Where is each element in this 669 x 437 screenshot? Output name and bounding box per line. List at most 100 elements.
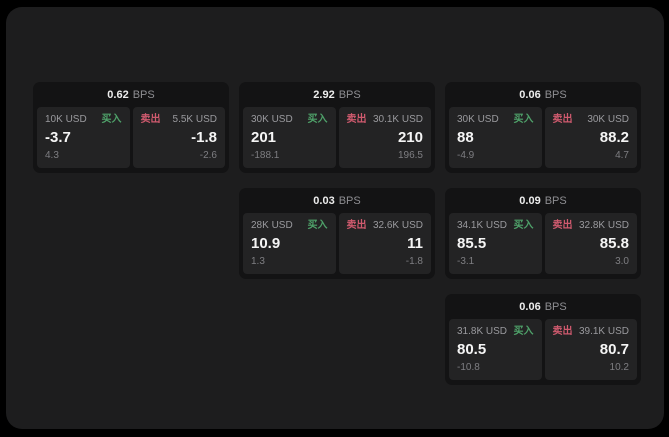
buy-sell-panels: 10K USD 买入 -3.7 4.3 卖出 5.5K USD -1.8 -2.…: [33, 107, 229, 173]
sell-price: 88.2: [599, 129, 629, 146]
buy-price: 201: [251, 129, 277, 146]
bps-suffix-label: BPS: [132, 88, 155, 101]
buy-amount: 31.8K USD: [457, 326, 508, 337]
buy-panel[interactable]: 30K USD 买入 88 -4.9: [449, 107, 542, 168]
card-header: 0.06 BPS: [445, 294, 641, 319]
bps-suffix-label: BPS: [338, 88, 361, 101]
buy-delta: -3.1: [457, 256, 475, 267]
buy-side-label: 买入: [101, 114, 122, 125]
sell-panel[interactable]: 卖出 39.1K USD 80.7 10.2: [544, 319, 637, 380]
buy-panel[interactable]: 28K USD 买入 10.9 1.3: [243, 213, 336, 274]
sell-label-row: 卖出 30K USD: [553, 114, 630, 126]
quote-card: 0.09 BPS 34.1K USD 买入 85.5 -3.1 卖出 32.8K…: [445, 188, 641, 279]
bps-value: 0.03: [313, 194, 335, 207]
buy-sell-panels: 28K USD 买入 10.9 1.3 卖出 32.6K USD 11 -1.8: [239, 213, 435, 279]
buy-side-label: 买入: [513, 326, 534, 337]
sell-delta: -1.8: [405, 256, 423, 267]
buy-panel[interactable]: 30K USD 买入 201 -188.1: [243, 107, 336, 168]
buy-amount: 30K USD: [457, 114, 499, 125]
buy-price: 85.5: [457, 235, 487, 252]
sell-delta: 196.5: [397, 150, 423, 161]
buy-side-label: 买入: [513, 114, 534, 125]
sell-side-label: 卖出: [346, 220, 367, 231]
sell-delta: -2.6: [199, 150, 217, 161]
sell-side-label: 卖出: [140, 114, 161, 125]
sell-label-row: 卖出 39.1K USD: [553, 326, 630, 338]
bps-value: 0.06: [519, 300, 541, 313]
buy-label-row: 30K USD 买入: [251, 114, 328, 126]
buy-delta: -10.8: [457, 362, 480, 373]
sell-amount: 32.6K USD: [372, 220, 423, 231]
buy-sell-panels: 31.8K USD 买入 80.5 -10.8 卖出 39.1K USD 80.…: [445, 319, 641, 385]
buy-sell-panels: 30K USD 买入 201 -188.1 卖出 30.1K USD 210 1…: [239, 107, 435, 173]
card-header: 2.92 BPS: [239, 82, 435, 107]
buy-panel[interactable]: 10K USD 买入 -3.7 4.3: [37, 107, 130, 168]
buy-price: 10.9: [251, 235, 281, 252]
quote-cards-grid: 0.62 BPS 10K USD 买入 -3.7 4.3 卖出 5.5K USD…: [33, 82, 641, 385]
bps-suffix-label: BPS: [544, 88, 567, 101]
buy-side-label: 买入: [513, 220, 534, 231]
bps-value: 0.62: [107, 88, 129, 101]
sell-label-row: 卖出 5.5K USD: [141, 114, 218, 126]
buy-panel[interactable]: 31.8K USD 买入 80.5 -10.8: [449, 319, 542, 380]
card-header: 0.62 BPS: [33, 82, 229, 107]
sell-panel[interactable]: 卖出 30.1K USD 210 196.5: [338, 107, 431, 168]
sell-panel[interactable]: 卖出 5.5K USD -1.8 -2.6: [132, 107, 225, 168]
sell-amount: 5.5K USD: [172, 114, 217, 125]
buy-price: 80.5: [457, 341, 487, 358]
sell-price: 85.8: [599, 235, 629, 252]
sell-label-row: 卖出 32.6K USD: [347, 220, 424, 232]
buy-amount: 30K USD: [251, 114, 293, 125]
buy-label-row: 10K USD 买入: [45, 114, 122, 126]
quote-card: 0.03 BPS 28K USD 买入 10.9 1.3 卖出 32.6K US…: [239, 188, 435, 279]
buy-amount: 10K USD: [45, 114, 87, 125]
sell-amount: 30K USD: [587, 114, 629, 125]
buy-sell-panels: 30K USD 买入 88 -4.9 卖出 30K USD 88.2 4.7: [445, 107, 641, 173]
sell-price: 210: [397, 129, 423, 146]
sell-delta: 4.7: [615, 150, 629, 161]
bps-suffix-label: BPS: [544, 194, 567, 207]
buy-price: -3.7: [45, 129, 71, 146]
buy-delta: -188.1: [251, 150, 280, 161]
buy-label-row: 28K USD 买入: [251, 220, 328, 232]
sell-panel[interactable]: 卖出 32.8K USD 85.8 3.0: [544, 213, 637, 274]
bps-value: 0.09: [519, 194, 541, 207]
buy-side-label: 买入: [307, 114, 328, 125]
sell-side-label: 卖出: [552, 326, 573, 337]
buy-panel[interactable]: 34.1K USD 买入 85.5 -3.1: [449, 213, 542, 274]
buy-label-row: 30K USD 买入: [457, 114, 534, 126]
buy-amount: 34.1K USD: [457, 220, 508, 231]
quote-card: 0.06 BPS 31.8K USD 买入 80.5 -10.8 卖出 39.1…: [445, 294, 641, 385]
bps-suffix-label: BPS: [544, 300, 567, 313]
sell-delta: 3.0: [615, 256, 629, 267]
card-header: 0.06 BPS: [445, 82, 641, 107]
sell-price: -1.8: [191, 129, 217, 146]
sell-panel[interactable]: 卖出 30K USD 88.2 4.7: [544, 107, 637, 168]
card-header: 0.03 BPS: [239, 188, 435, 213]
sell-panel[interactable]: 卖出 32.6K USD 11 -1.8: [338, 213, 431, 274]
bps-value: 2.92: [313, 88, 335, 101]
sell-amount: 32.8K USD: [578, 220, 629, 231]
buy-label-row: 31.8K USD 买入: [457, 326, 534, 338]
sell-label-row: 卖出 30.1K USD: [347, 114, 424, 126]
buy-delta: 4.3: [45, 150, 59, 161]
sell-price: 80.7: [599, 341, 629, 358]
sell-side-label: 卖出: [552, 220, 573, 231]
sell-delta: 10.2: [609, 362, 629, 373]
sell-side-label: 卖出: [346, 114, 367, 125]
buy-side-label: 买入: [307, 220, 328, 231]
sell-label-row: 卖出 32.8K USD: [553, 220, 630, 232]
buy-delta: -4.9: [457, 150, 475, 161]
sell-amount: 30.1K USD: [372, 114, 423, 125]
buy-label-row: 34.1K USD 买入: [457, 220, 534, 232]
quote-card: 0.62 BPS 10K USD 买入 -3.7 4.3 卖出 5.5K USD…: [33, 82, 229, 173]
buy-price: 88: [457, 129, 474, 146]
sell-amount: 39.1K USD: [578, 326, 629, 337]
bps-suffix-label: BPS: [338, 194, 361, 207]
app-window: 0.62 BPS 10K USD 买入 -3.7 4.3 卖出 5.5K USD…: [6, 7, 664, 429]
buy-amount: 28K USD: [251, 220, 293, 231]
quote-card: 0.06 BPS 30K USD 买入 88 -4.9 卖出 30K USD 8…: [445, 82, 641, 173]
bps-value: 0.06: [519, 88, 541, 101]
sell-price: 11: [407, 235, 423, 252]
